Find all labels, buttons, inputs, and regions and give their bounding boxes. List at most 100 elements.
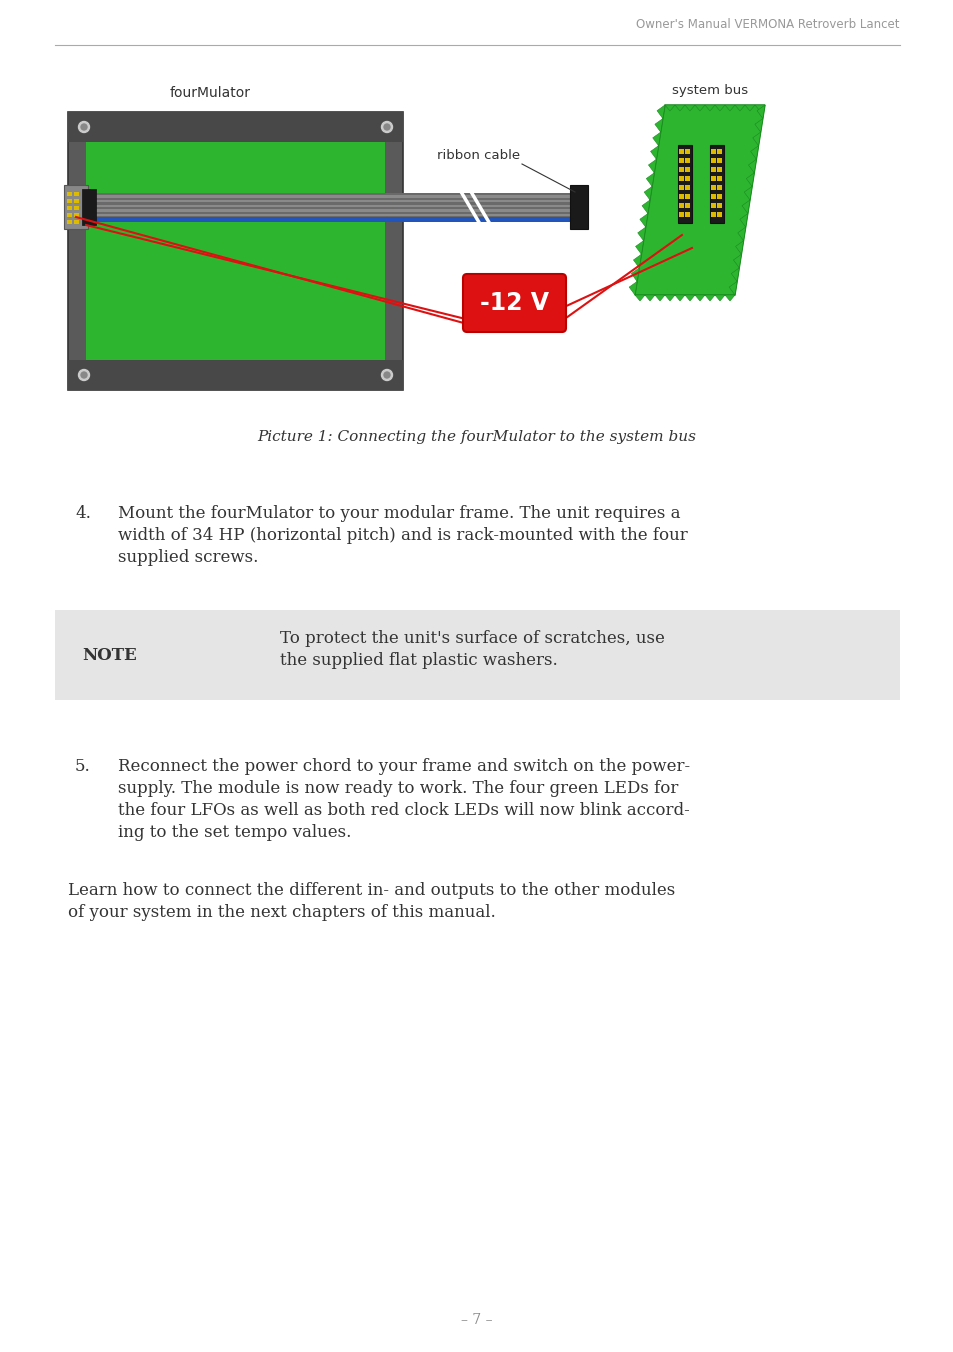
Bar (717, 185, 721, 191)
Polygon shape (643, 187, 652, 200)
Polygon shape (650, 146, 658, 160)
Circle shape (381, 122, 392, 132)
FancyBboxPatch shape (462, 274, 565, 333)
Polygon shape (631, 268, 639, 281)
Bar (67, 214, 71, 218)
Bar (96, 210, 569, 212)
Bar (679, 176, 683, 181)
Polygon shape (628, 281, 637, 295)
Bar (679, 158, 683, 164)
Circle shape (81, 372, 87, 379)
Polygon shape (752, 132, 760, 146)
Text: Reconnect the power chord to your frame and switch on the power-: Reconnect the power chord to your frame … (118, 758, 689, 775)
Bar (86, 142, 385, 360)
Bar (679, 212, 683, 218)
Text: ing to the set tempo values.: ing to the set tempo values. (118, 823, 351, 841)
Text: width of 34 HP (horizontal pitch) and is rack-mounted with the four: width of 34 HP (horizontal pitch) and is… (118, 527, 687, 544)
Bar (684, 193, 689, 199)
Polygon shape (750, 146, 758, 160)
Polygon shape (737, 227, 745, 241)
Bar (68, 112, 402, 389)
Bar (96, 207, 569, 210)
Polygon shape (724, 295, 734, 301)
Circle shape (78, 369, 90, 380)
Polygon shape (664, 295, 675, 301)
Text: Mount the fourMulator to your modular frame. The unit requires a: Mount the fourMulator to your modular fr… (118, 506, 679, 522)
Polygon shape (648, 160, 656, 173)
Bar (710, 212, 716, 218)
Circle shape (381, 369, 392, 380)
Bar (96, 197, 569, 200)
Polygon shape (754, 119, 762, 132)
Polygon shape (684, 295, 695, 301)
Bar (67, 192, 71, 196)
Text: of your system in the next chapters of this manual.: of your system in the next chapters of t… (68, 904, 496, 921)
Text: 5.: 5. (75, 758, 91, 775)
Bar (710, 149, 716, 154)
Polygon shape (714, 105, 724, 111)
Circle shape (384, 124, 390, 130)
Bar (684, 185, 689, 191)
Bar (679, 149, 683, 154)
Polygon shape (741, 200, 749, 214)
Bar (684, 176, 689, 181)
Polygon shape (743, 187, 751, 200)
Polygon shape (735, 241, 742, 254)
Bar (96, 219, 569, 220)
Bar (679, 185, 683, 191)
Polygon shape (652, 132, 660, 146)
Polygon shape (641, 200, 649, 214)
Bar (684, 212, 689, 218)
Polygon shape (675, 105, 684, 111)
Text: – 7 –: – 7 – (460, 1313, 493, 1328)
Bar (96, 212, 569, 214)
Circle shape (384, 372, 390, 379)
Bar (679, 168, 683, 172)
Polygon shape (633, 254, 640, 268)
Text: Picture 1: Connecting the fourMulator to the system bus: Picture 1: Connecting the fourMulator to… (257, 430, 696, 443)
Polygon shape (704, 105, 714, 111)
Text: Owner's Manual VERMONA Retroverb Lancet: Owner's Manual VERMONA Retroverb Lancet (636, 19, 899, 31)
Polygon shape (664, 105, 675, 111)
Polygon shape (695, 295, 704, 301)
Polygon shape (654, 119, 662, 132)
Bar (717, 168, 721, 172)
Bar (710, 193, 716, 199)
Polygon shape (637, 227, 645, 241)
Bar (67, 220, 71, 224)
Text: supply. The module is now ready to work. The four green LEDs for: supply. The module is now ready to work.… (118, 780, 678, 796)
Polygon shape (734, 105, 744, 111)
Polygon shape (644, 295, 655, 301)
Bar (710, 203, 716, 208)
Polygon shape (645, 173, 654, 187)
Bar (68, 360, 402, 389)
Polygon shape (724, 105, 734, 111)
Bar (710, 158, 716, 164)
Polygon shape (740, 214, 747, 227)
Bar (717, 176, 721, 181)
Polygon shape (635, 241, 643, 254)
Polygon shape (635, 105, 764, 295)
Bar (96, 214, 569, 216)
Bar (68, 112, 402, 142)
Text: the four LFOs as well as both red clock LEDs will now blink accord-: the four LFOs as well as both red clock … (118, 802, 689, 819)
Polygon shape (675, 295, 684, 301)
Bar (96, 200, 569, 203)
Bar (64, 185, 88, 228)
Bar (717, 212, 721, 218)
Polygon shape (731, 268, 739, 281)
Polygon shape (657, 105, 664, 119)
Polygon shape (639, 214, 647, 227)
Bar (678, 145, 691, 223)
Bar (74, 206, 79, 210)
Polygon shape (728, 281, 737, 295)
Polygon shape (754, 105, 764, 111)
Polygon shape (655, 295, 664, 301)
Polygon shape (684, 105, 695, 111)
Polygon shape (635, 295, 644, 301)
Bar (710, 185, 716, 191)
Text: 4.: 4. (75, 506, 91, 522)
Polygon shape (695, 105, 704, 111)
Text: system bus: system bus (671, 84, 747, 97)
Text: -12 V: -12 V (479, 291, 548, 315)
